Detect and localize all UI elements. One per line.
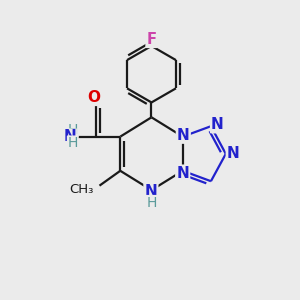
Text: F: F (146, 32, 157, 47)
Text: CH₃: CH₃ (70, 183, 94, 196)
Text: N: N (211, 117, 224, 132)
Text: O: O (88, 90, 100, 105)
Text: N: N (177, 128, 190, 142)
Text: H: H (68, 123, 78, 137)
Text: N: N (145, 184, 157, 199)
Text: N: N (63, 129, 76, 144)
Text: N: N (227, 146, 240, 161)
Text: N: N (176, 166, 189, 181)
Text: H: H (146, 196, 157, 210)
Text: H: H (68, 136, 78, 150)
